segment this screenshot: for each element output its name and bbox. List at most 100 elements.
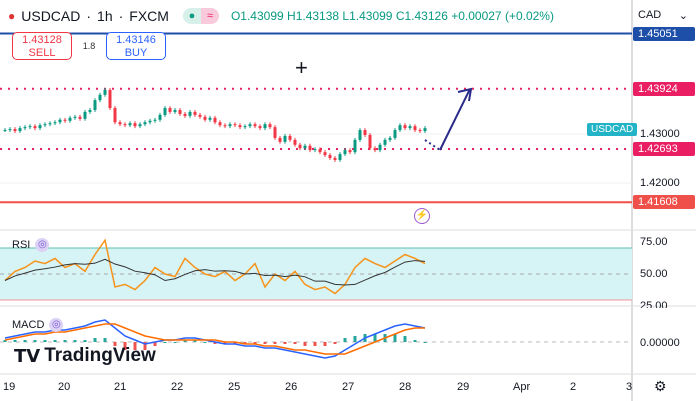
candle-body: [3, 130, 7, 132]
candle-body: [68, 117, 72, 121]
candle-body: [193, 111, 197, 115]
candle-body: [28, 126, 32, 128]
macd-histogram-bar: [303, 342, 307, 346]
time-tick: 3: [626, 381, 633, 393]
candle-body: [303, 145, 307, 149]
time-tick: 22: [171, 381, 184, 393]
buy-price: 1.43146: [116, 34, 156, 46]
candle-body: [278, 137, 282, 142]
macd-histogram-bar: [3, 340, 7, 342]
price-tick: 1.42000: [640, 177, 680, 189]
macd-label: MACD: [12, 319, 45, 331]
candle-body: [18, 128, 22, 132]
time-tick: 26: [285, 381, 298, 393]
candle-body: [63, 119, 67, 121]
macd-histogram-bar: [423, 342, 427, 343]
macd-histogram-bar: [373, 334, 377, 342]
macd-histogram-bar: [33, 340, 37, 342]
candle-body: [373, 148, 377, 151]
price-label-3: 1.42693: [633, 142, 695, 156]
macd-histogram-bar: [153, 342, 157, 346]
rsi-tick: 25.00: [640, 300, 668, 308]
candle-body: [283, 135, 287, 142]
candle-body: [263, 124, 267, 129]
candle-body: [173, 109, 177, 112]
time-tick: 25: [228, 381, 241, 393]
candle-body: [343, 150, 347, 155]
symbol-header: ● USDCAD · 1h · FXCM ● ≈ O1.43099 H1.4313…: [8, 8, 554, 24]
candle-body: [288, 135, 292, 140]
candle-body: [138, 124, 142, 127]
macd-histogram-bar: [343, 338, 347, 342]
sell-label: SELL: [28, 47, 56, 59]
macd-histogram-bar: [213, 342, 217, 344]
candle-body: [358, 130, 362, 140]
macd-histogram-bar: [393, 334, 397, 342]
macd-histogram-bar: [263, 342, 267, 344]
macd-histogram-bar: [293, 342, 297, 344]
candle-body: [58, 119, 62, 123]
candle-body: [293, 139, 297, 145]
macd-histogram-bar: [83, 340, 87, 342]
macd-histogram-bar: [43, 340, 47, 342]
candle-body: [388, 137, 392, 140]
separator: ·: [86, 8, 92, 24]
logo-text: TradingView: [44, 345, 156, 366]
price-label-2: 1.43924: [633, 82, 695, 96]
macd-histogram-bar: [13, 340, 17, 342]
macd-histogram-bar: [273, 342, 277, 344]
candle-body: [413, 126, 417, 131]
tv-logo-icon: 𝗧𝗩: [14, 345, 41, 366]
candle-body: [188, 111, 192, 116]
settings-icon[interactable]: ⚙: [654, 378, 667, 394]
rsi-ma-line: [4, 258, 426, 286]
sell-button[interactable]: 1.43128 SELL: [12, 32, 72, 60]
candle-body: [423, 128, 427, 132]
candle-body: [243, 126, 247, 128]
indicator-settings-icon[interactable]: ◎: [35, 238, 50, 252]
indicator-settings-icon[interactable]: ◎: [49, 318, 64, 332]
exchange: FXCM: [129, 8, 169, 24]
buy-button[interactable]: 1.43146 BUY: [106, 32, 166, 60]
macd-histogram-bar: [223, 342, 227, 344]
price-label-4: 1.41608: [633, 195, 695, 209]
interval[interactable]: 1h: [97, 8, 113, 24]
candle-body: [348, 150, 352, 153]
candle-body: [393, 130, 397, 138]
lightning-icon[interactable]: ⚡: [414, 208, 430, 224]
market-status[interactable]: ● ≈: [182, 8, 219, 24]
candle-body: [103, 89, 107, 95]
candle-body: [363, 130, 367, 135]
candle-body: [228, 124, 232, 127]
time-tick: 27: [342, 381, 355, 393]
candle-body: [368, 134, 372, 149]
macd-tick: 0.00000: [640, 337, 680, 349]
trade-panel: 1.43128 SELL 1.8 1.43146 BUY: [12, 32, 166, 60]
separator: ·: [118, 8, 124, 24]
currency-selector[interactable]: CAD ⌄: [634, 6, 692, 26]
candle-body: [253, 124, 257, 127]
candle-body: [143, 122, 147, 125]
macd-line: [4, 319, 426, 359]
macd-histogram-bar: [23, 340, 27, 342]
candle-body: [208, 117, 212, 120]
change-value: +0.00027 (+0.02%): [451, 9, 554, 23]
flag-icon: ●: [8, 9, 16, 23]
macd-histogram-bar: [163, 342, 167, 343]
macd-histogram-bar: [143, 342, 147, 350]
symbol-name[interactable]: USDCAD: [21, 8, 81, 24]
candle-body: [183, 113, 187, 116]
time-tick: 28: [399, 381, 412, 393]
candle-body: [238, 125, 242, 128]
time-tick: 2: [570, 381, 577, 393]
candle-body: [258, 126, 262, 129]
macd-histogram-bar: [93, 338, 97, 342]
macd-histogram-bar: [333, 342, 337, 344]
macd-histogram-bar: [323, 342, 327, 346]
candle-body: [328, 155, 332, 159]
candle-body: [48, 123, 52, 125]
time-tick: 20: [58, 381, 71, 393]
ohlc-values: O1.43099 H1.43138 L1.43099 C1.43126 +0.0…: [231, 9, 554, 23]
candle-body: [168, 108, 172, 112]
